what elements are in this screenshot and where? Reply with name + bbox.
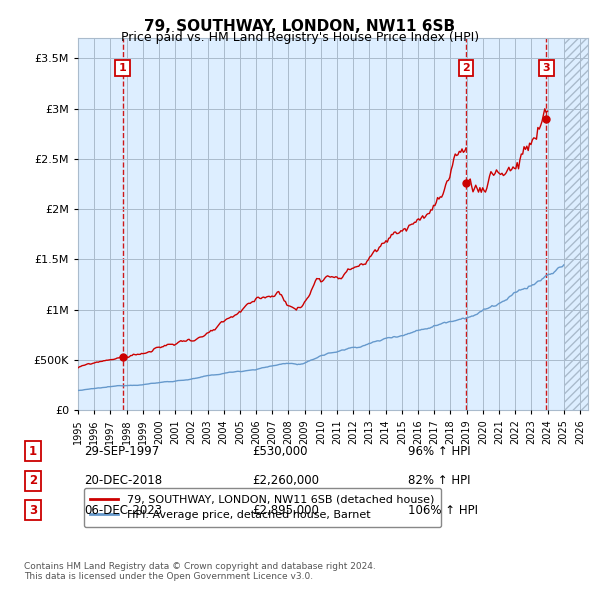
Text: Price paid vs. HM Land Registry's House Price Index (HPI): Price paid vs. HM Land Registry's House … [121, 31, 479, 44]
Text: 106% ↑ HPI: 106% ↑ HPI [408, 504, 478, 517]
Text: 3: 3 [29, 504, 37, 517]
Text: 2: 2 [29, 474, 37, 487]
Text: £2,260,000: £2,260,000 [252, 474, 319, 487]
Text: 06-DEC-2023: 06-DEC-2023 [84, 504, 162, 517]
Text: 3: 3 [542, 63, 550, 73]
Text: 82% ↑ HPI: 82% ↑ HPI [408, 474, 470, 487]
Text: 1: 1 [119, 63, 127, 73]
Bar [564, 38, 588, 410]
Text: 96% ↑ HPI: 96% ↑ HPI [408, 445, 470, 458]
Legend: 79, SOUTHWAY, LONDON, NW11 6SB (detached house), HPI: Average price, detached ho: 79, SOUTHWAY, LONDON, NW11 6SB (detached… [83, 488, 441, 527]
Text: Contains HM Land Registry data © Crown copyright and database right 2024.
This d: Contains HM Land Registry data © Crown c… [24, 562, 376, 581]
Text: 79, SOUTHWAY, LONDON, NW11 6SB: 79, SOUTHWAY, LONDON, NW11 6SB [145, 19, 455, 34]
Text: 1: 1 [29, 445, 37, 458]
Text: 29-SEP-1997: 29-SEP-1997 [84, 445, 159, 458]
Text: £530,000: £530,000 [252, 445, 308, 458]
Text: £2,895,000: £2,895,000 [252, 504, 319, 517]
Text: 2: 2 [462, 63, 470, 73]
Text: 20-DEC-2018: 20-DEC-2018 [84, 474, 162, 487]
